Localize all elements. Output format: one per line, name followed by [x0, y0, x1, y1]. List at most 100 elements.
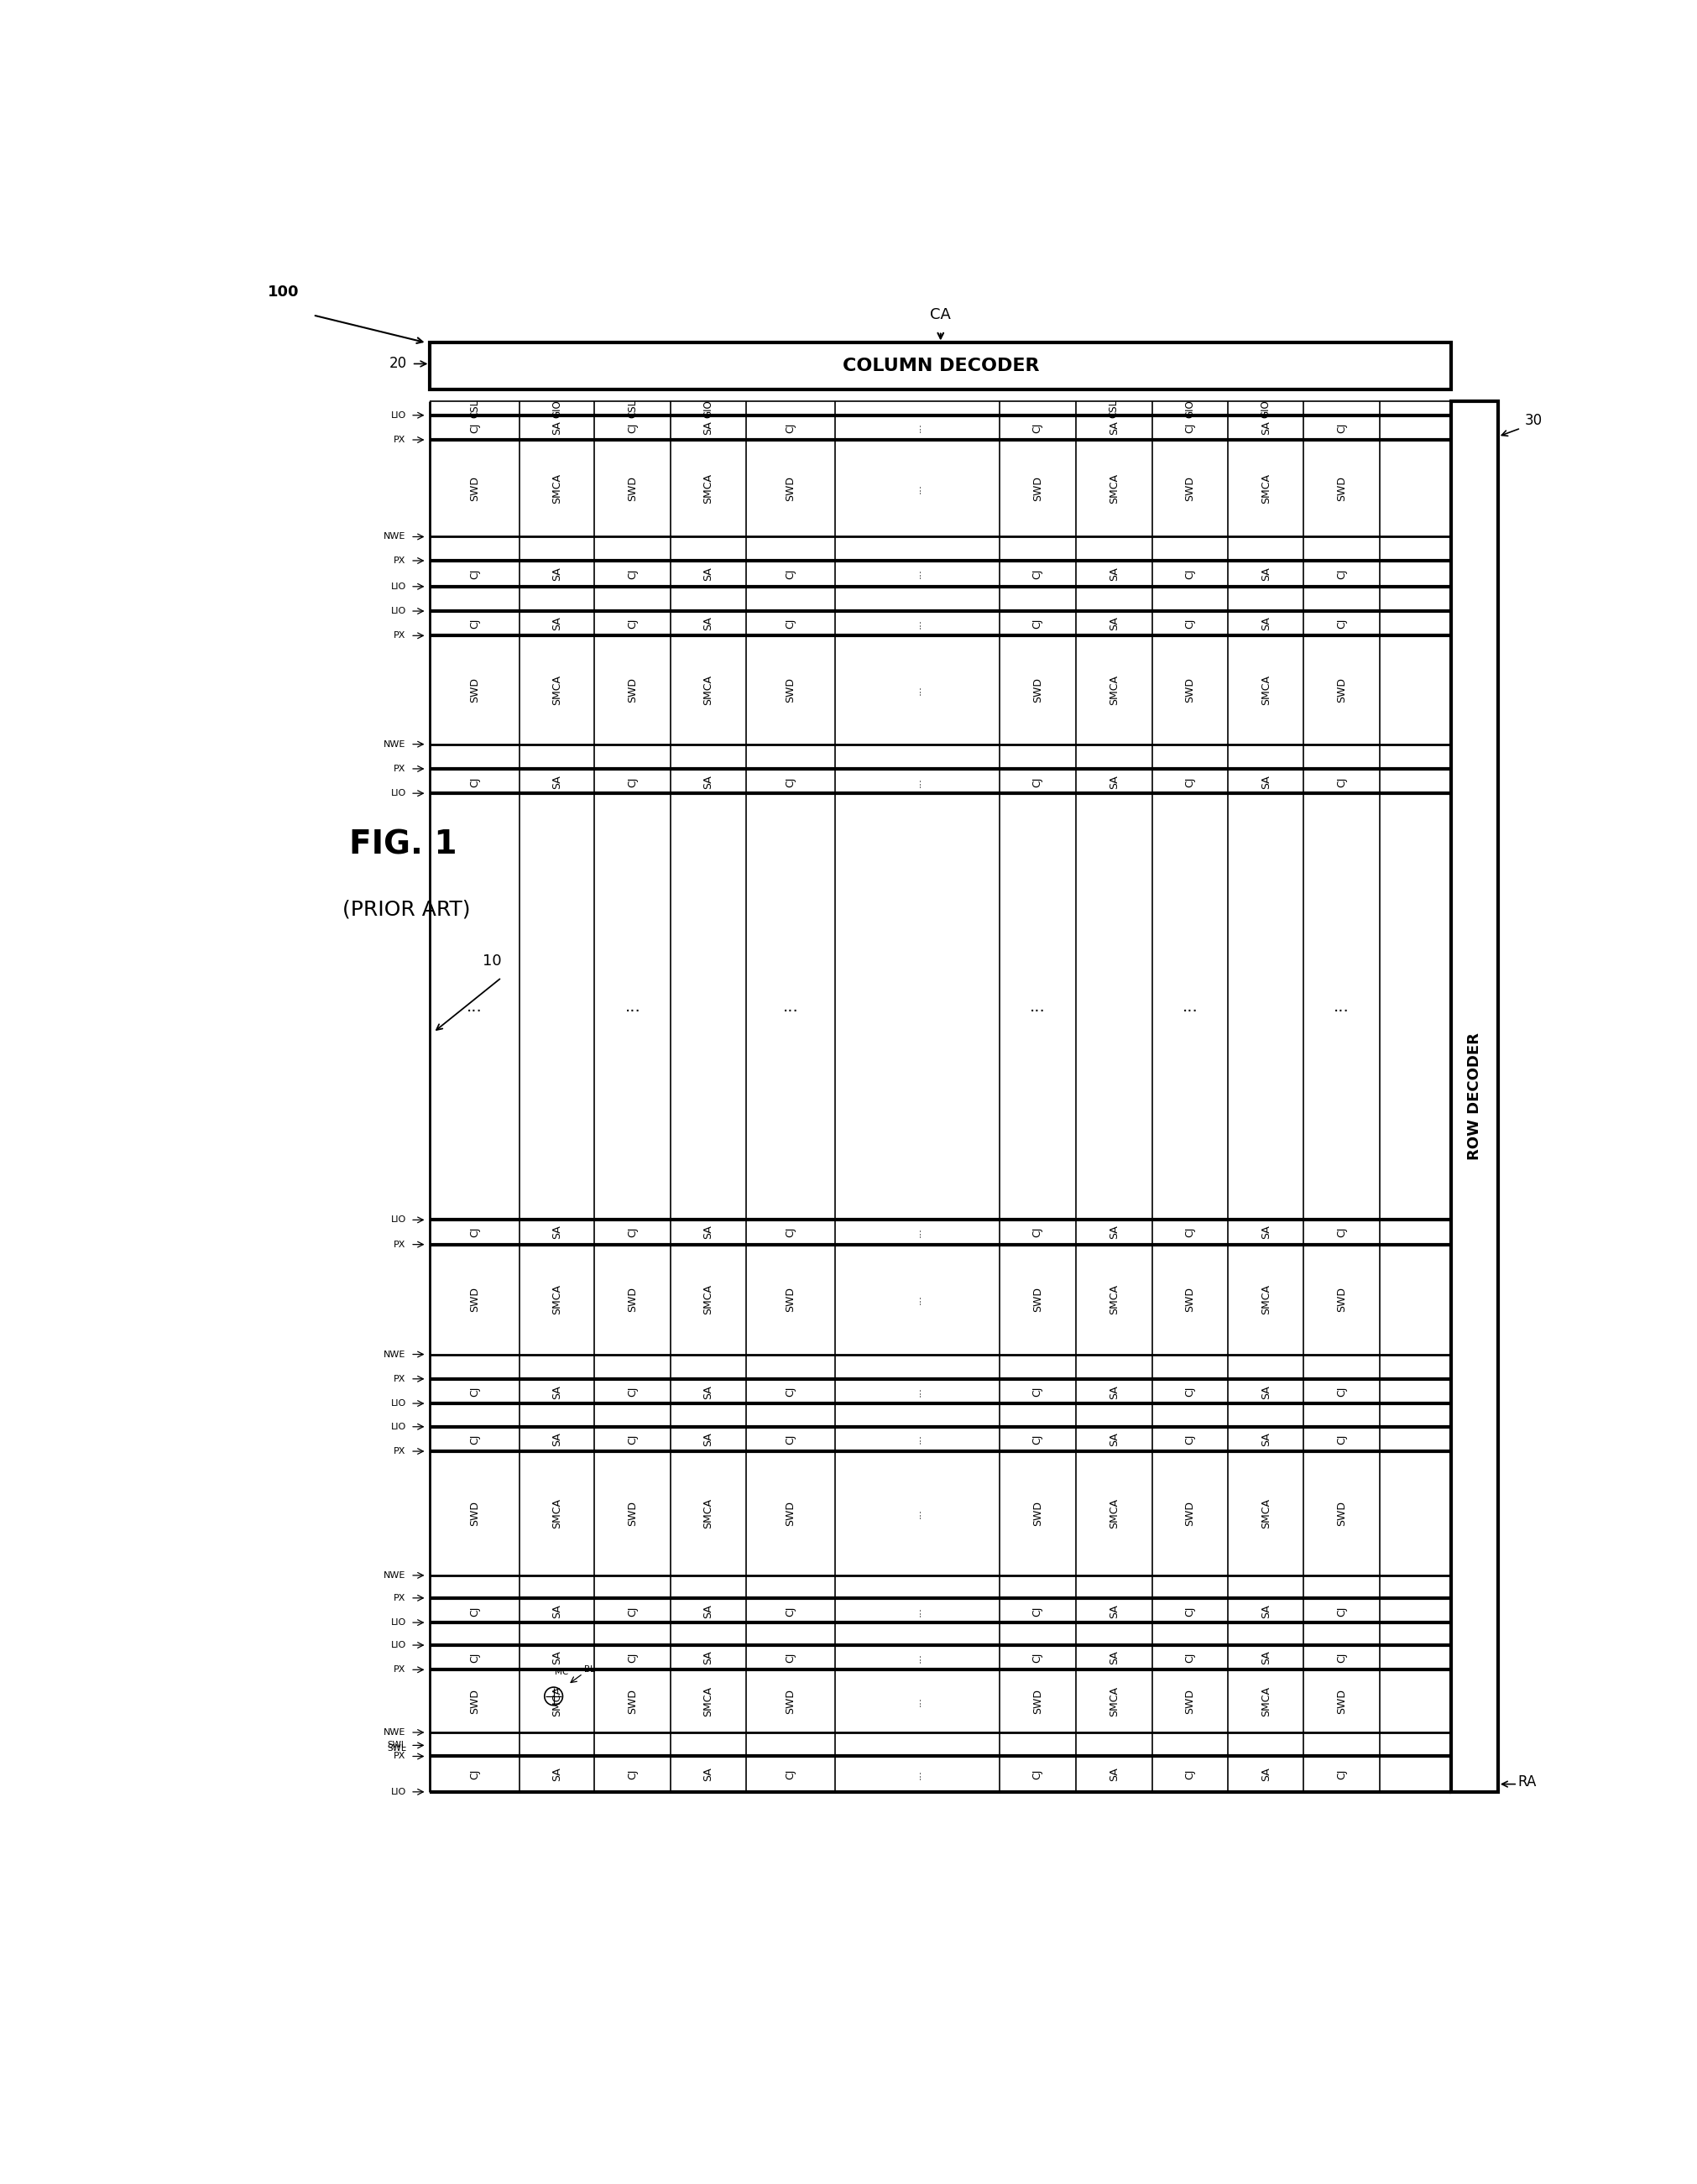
Text: SA: SA	[552, 1651, 562, 1664]
Text: CJ: CJ	[628, 1227, 638, 1238]
Text: SA: SA	[1108, 1651, 1120, 1664]
Text: CJ: CJ	[1336, 568, 1347, 579]
Text: ...: ...	[911, 618, 923, 629]
Text: ...: ...	[911, 1295, 923, 1304]
Text: LIO: LIO	[390, 583, 406, 590]
Bar	[1451, 402, 1498, 1791]
Text: SMCA: SMCA	[1108, 474, 1120, 502]
Text: SWL: SWL	[387, 1741, 406, 1749]
Text: SWD: SWD	[1336, 677, 1347, 703]
Text: CJ: CJ	[1185, 778, 1195, 788]
Text: NWE: NWE	[384, 1350, 406, 1358]
Text: SMCA: SMCA	[703, 675, 714, 705]
Text: SA: SA	[552, 616, 562, 631]
Text: SWD: SWD	[628, 476, 638, 500]
Text: CJ: CJ	[468, 1227, 480, 1238]
Text: CJ: CJ	[1336, 1769, 1347, 1780]
Text: SA: SA	[703, 566, 714, 581]
Text: SA: SA	[703, 1385, 714, 1398]
Text: SMCA: SMCA	[703, 1284, 714, 1315]
Text: SWD: SWD	[786, 476, 796, 500]
Text: CJ: CJ	[1336, 618, 1347, 629]
Text: ...: ...	[1334, 998, 1349, 1016]
Text: NWE: NWE	[384, 1570, 406, 1579]
Text: LIO: LIO	[390, 788, 406, 797]
Text: SA: SA	[1261, 775, 1271, 788]
Text: CJ: CJ	[468, 1607, 480, 1616]
Text: CJ: CJ	[1185, 1435, 1195, 1444]
Text: CSL: CSL	[468, 400, 480, 417]
Text: SMCA: SMCA	[703, 474, 714, 502]
Text: ...: ...	[911, 778, 923, 788]
Text: SWD: SWD	[468, 476, 480, 500]
Text: CJ: CJ	[1336, 1607, 1347, 1616]
Text: SWD: SWD	[1032, 677, 1044, 703]
Text: SA: SA	[1261, 1605, 1271, 1618]
Text: SMCA: SMCA	[552, 474, 562, 502]
Text: (PRIOR ART): (PRIOR ART)	[343, 900, 470, 919]
Text: BL: BL	[584, 1664, 594, 1673]
Text: SWD: SWD	[1185, 1500, 1195, 1527]
Text: CJ: CJ	[1032, 1387, 1044, 1398]
Text: SWD: SWD	[1032, 1500, 1044, 1527]
Text: CJ: CJ	[1032, 778, 1044, 788]
Text: SA: SA	[552, 1767, 562, 1782]
Text: ...: ...	[911, 1387, 923, 1398]
Text: SMCA: SMCA	[1108, 675, 1120, 705]
Text: SA: SA	[1261, 566, 1271, 581]
Text: SA: SA	[552, 1225, 562, 1238]
Text: SA: SA	[552, 1433, 562, 1446]
Text: CJ: CJ	[628, 568, 638, 579]
Text: ...: ...	[782, 998, 799, 1016]
Text: SMCA: SMCA	[552, 1284, 562, 1315]
Text: LIO: LIO	[390, 607, 406, 616]
Text: GIO: GIO	[703, 400, 714, 417]
Text: NWE: NWE	[384, 1728, 406, 1736]
Text: ...: ...	[624, 998, 640, 1016]
Text: ...: ...	[911, 1435, 923, 1444]
Text: SMCA: SMCA	[703, 1686, 714, 1717]
Text: NWE: NWE	[384, 740, 406, 749]
Text: SWD: SWD	[1336, 1286, 1347, 1313]
Text: FIG. 1: FIG. 1	[348, 830, 456, 860]
Text: LIO: LIO	[390, 411, 406, 419]
Text: SA: SA	[703, 1225, 714, 1238]
Text: ...: ...	[911, 1653, 923, 1662]
Text: CA: CA	[930, 308, 950, 323]
Text: CJ: CJ	[1185, 422, 1195, 432]
Text: SWD: SWD	[1032, 476, 1044, 500]
Text: COLUMN DECODER: COLUMN DECODER	[842, 358, 1039, 373]
Text: LIO: LIO	[390, 1618, 406, 1627]
Text: RA: RA	[1517, 1776, 1537, 1789]
Text: SA: SA	[703, 616, 714, 631]
Text: SMCA: SMCA	[1261, 1284, 1271, 1315]
Text: SA: SA	[1261, 1433, 1271, 1446]
Text: SWD: SWD	[628, 1500, 638, 1527]
Text: CJ: CJ	[1032, 1607, 1044, 1616]
Text: CJ: CJ	[628, 778, 638, 788]
Text: CJ: CJ	[786, 422, 796, 432]
Text: SA: SA	[703, 1651, 714, 1664]
Text: CJ: CJ	[1336, 1435, 1347, 1444]
Text: CJ: CJ	[1032, 1653, 1044, 1662]
Text: SA: SA	[552, 1605, 562, 1618]
Text: SWD: SWD	[786, 1286, 796, 1313]
Text: SWD: SWD	[1185, 677, 1195, 703]
Text: SMCA: SMCA	[1108, 1284, 1120, 1315]
Text: CJ: CJ	[1032, 1769, 1044, 1780]
Text: SMCA: SMCA	[1108, 1686, 1120, 1717]
Text: CJ: CJ	[1185, 568, 1195, 579]
Text: ...: ...	[467, 998, 482, 1016]
Text: CJ: CJ	[1032, 618, 1044, 629]
Text: 30: 30	[1526, 413, 1543, 428]
Text: SMCA: SMCA	[1261, 1498, 1271, 1529]
Text: SWD: SWD	[628, 1688, 638, 1714]
Text: CJ: CJ	[468, 568, 480, 579]
Text: SA: SA	[1108, 566, 1120, 581]
Text: CJ: CJ	[1336, 422, 1347, 432]
Text: CJ: CJ	[628, 1435, 638, 1444]
Text: CJ: CJ	[628, 1607, 638, 1616]
Text: SWD: SWD	[1185, 1286, 1195, 1313]
Text: SWD: SWD	[468, 1500, 480, 1527]
Text: SA: SA	[703, 1767, 714, 1782]
